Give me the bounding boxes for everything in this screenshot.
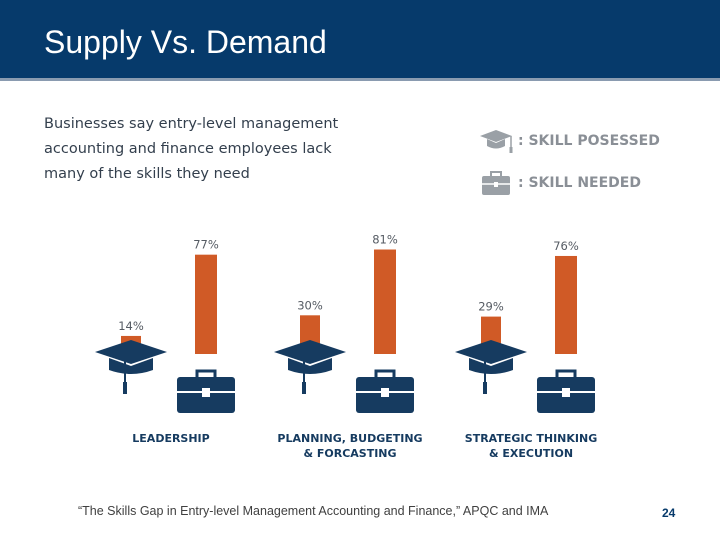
source-citation: “The Skills Gap in Entry-level Managemen… (78, 504, 549, 518)
intro-line: many of the skills they need (44, 166, 250, 182)
briefcase-icon (177, 369, 235, 413)
briefcase-icon (537, 369, 595, 413)
bar (374, 249, 396, 354)
graduation-cap-icon (480, 130, 513, 153)
data-label: 30% (297, 298, 323, 312)
title-bar: Supply Vs. Demand (0, 0, 720, 81)
data-label: 81% (372, 233, 398, 247)
category-label: STRATEGIC THINKING (465, 432, 597, 445)
category-label: & EXECUTION (489, 447, 573, 460)
bar (555, 255, 577, 354)
graduation-cap-icon (274, 340, 346, 394)
legend: : SKILL POSESSED : SKILL NEEDED (478, 120, 660, 204)
briefcase-icon (356, 369, 414, 413)
page-number: 24 (662, 506, 676, 520)
legend-label: : SKILL POSESSED (518, 133, 660, 149)
data-label: 29% (478, 300, 504, 314)
legend-item-skill-needed: : SKILL NEEDED (478, 162, 660, 204)
bar (195, 254, 217, 354)
briefcase-icon (482, 171, 510, 195)
slide-title: Supply Vs. Demand (44, 24, 327, 60)
intro-text: Businesses say entry-level management ac… (44, 112, 344, 187)
data-label: 77% (193, 238, 219, 252)
intro-line: Businesses say entry-level management (44, 116, 339, 132)
legend-item-skill-possessed: : SKILL POSESSED (478, 120, 660, 162)
data-label: 76% (553, 239, 579, 253)
category-label: PLANNING, BUDGETING (277, 432, 422, 445)
data-label: 14% (118, 319, 144, 333)
category-label: LEADERSHIP (132, 432, 209, 445)
graduation-cap-icon (455, 340, 527, 394)
category-label: & FORCASTING (303, 447, 396, 460)
graduation-cap-icon (95, 340, 167, 394)
intro-line: accounting and finance employees lack (44, 141, 332, 157)
legend-label: : SKILL NEEDED (518, 175, 641, 191)
